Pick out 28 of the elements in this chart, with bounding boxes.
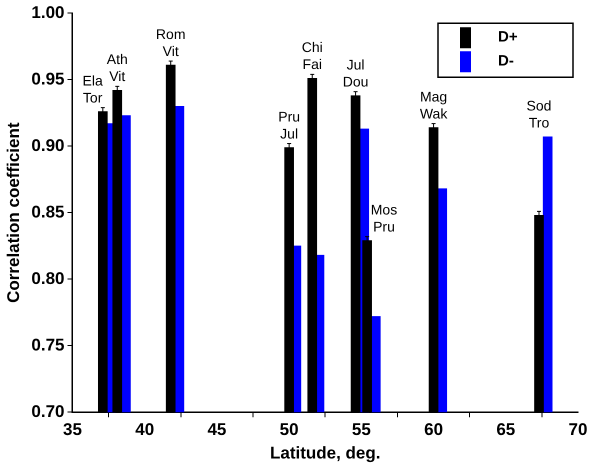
- x-tick-label: 50: [280, 420, 299, 440]
- y-tick-label: 0.90: [31, 136, 64, 155]
- y-axis-title: Correlation coefficient: [4, 122, 23, 303]
- x-tick-label: 60: [424, 420, 444, 440]
- annotation: Rom Vit: [156, 26, 186, 59]
- legend-label: D-: [498, 52, 514, 70]
- x-axis-title: Latitude, deg.: [270, 443, 380, 462]
- annotation: Pru Jul: [278, 108, 300, 142]
- legend-label: D+: [498, 28, 518, 46]
- y-tick-label: 0.80: [31, 268, 64, 288]
- y-tick-label: 0.75: [31, 335, 64, 354]
- x-tick-label: 45: [207, 420, 226, 440]
- x-tick-label: 35: [63, 420, 82, 440]
- annotation: Ath Vit: [106, 51, 128, 84]
- annotation: Mos Pru: [370, 201, 398, 234]
- y-tick-label: 0.85: [31, 202, 64, 222]
- y-tick-label: 0.95: [31, 69, 64, 88]
- x-tick-label: 65: [496, 420, 516, 440]
- annotation: Jul Dou: [342, 56, 368, 90]
- annotation: Sod Tro: [526, 98, 552, 131]
- y-tick-label: 0.70: [31, 402, 64, 421]
- x-tick-label: 40: [135, 420, 154, 440]
- x-tick-label: 70: [568, 420, 588, 440]
- annotation: Chi Fai: [302, 39, 323, 72]
- annotation: Ela Tor: [82, 72, 103, 106]
- annotation: Mag Wak: [420, 88, 448, 122]
- x-tick-label: 55: [352, 420, 371, 440]
- y-tick-label: 1.00: [31, 2, 64, 22]
